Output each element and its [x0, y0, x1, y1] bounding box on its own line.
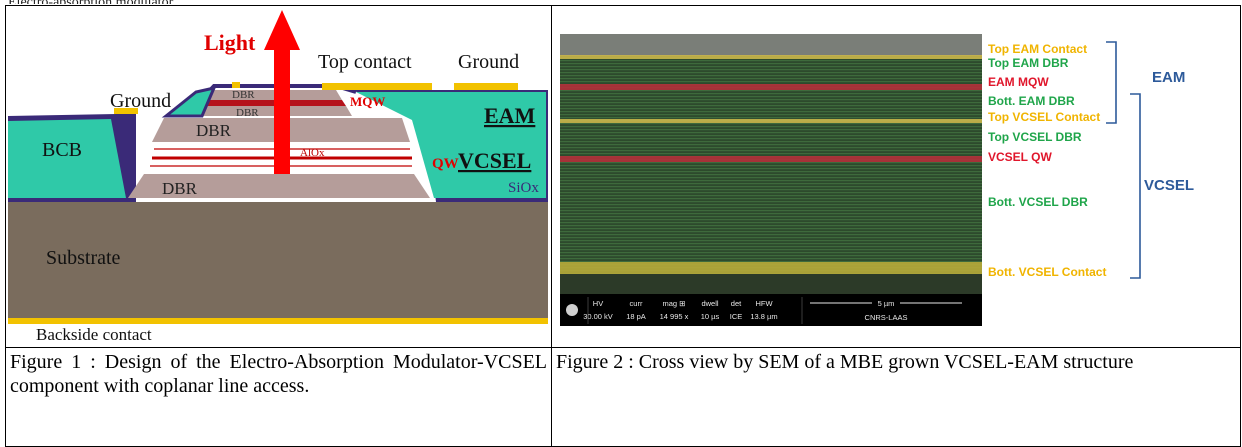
figure1-caption: Figure 1 : Design of the Electro-Absorpt… — [5, 347, 552, 447]
figure-table: Light Top contact Ground Ground DBR DBR … — [5, 5, 1241, 447]
sem-dwell-label: dwell — [701, 299, 718, 308]
substrate-label: Substrate — [46, 247, 121, 269]
cut-off-heading: Electro-absorption modulator — [8, 0, 338, 4]
sem-det-value: ICE — [730, 312, 743, 321]
bcb-right — [356, 92, 546, 198]
dbr-bottom-label: DBR — [162, 179, 198, 198]
fei-logo-icon — [566, 304, 578, 316]
eam-bcb-shoulder — [161, 85, 217, 118]
alox-label: AlOx — [300, 147, 325, 159]
vcsel-label: VCSEL — [458, 148, 531, 173]
dbr-small-top-label: DBR — [232, 89, 255, 101]
bottom-dbr — [128, 174, 430, 198]
sem-hfw-value: 13.8 µm — [750, 312, 777, 321]
sem-det-label: det — [731, 299, 742, 308]
backside-contact-label: Backside contact — [36, 325, 152, 342]
qw-label: QW — [432, 156, 459, 172]
sem-hfw-label: HFW — [755, 299, 773, 308]
sem-mag-value: 14 995 x — [660, 312, 689, 321]
sem-substrate-region — [560, 274, 982, 294]
sem-mag-label: mag ⊞ — [663, 299, 686, 308]
light-label: Light — [204, 30, 256, 55]
sem-info-bar — [560, 294, 982, 326]
dbr-mid-label: DBR — [196, 121, 232, 140]
label-bott-eam-dbr: Bott. EAM DBR — [988, 94, 1075, 108]
ground-left-label: Ground — [110, 90, 171, 112]
top-contact-label: Top contact — [318, 51, 412, 73]
bcb-label: BCB — [42, 139, 82, 161]
figure1-cell: Light Top contact Ground Ground DBR DBR … — [5, 5, 552, 348]
label-eam-mqw: EAM MQW — [988, 75, 1049, 89]
sem-curr-value: 18 pA — [626, 312, 646, 321]
dbr-small-bottom-label: DBR — [236, 107, 259, 119]
figure2-caption: Figure 2 : Cross view by SEM of a MBE gr… — [551, 347, 1241, 447]
ground-contact-right — [454, 83, 518, 90]
small-top-contact — [232, 82, 240, 88]
sem-eam-mqw-band — [560, 84, 982, 90]
bcb-left — [8, 119, 126, 198]
sem-lab-label: CNRS-LAAS — [865, 313, 908, 322]
sem-hv-label: HV — [593, 299, 603, 308]
sem-vcsel-qw-band — [560, 156, 982, 162]
group-label-eam: EAM — [1152, 69, 1185, 86]
label-vcsel-qw: VCSEL QW — [988, 150, 1052, 164]
eam-vcsel-design-diagram: Light Top contact Ground Ground DBR DBR … — [6, 6, 551, 344]
label-bott-vcsel-dbr: Bott. VCSEL DBR — [988, 195, 1088, 209]
sem-image-stack — [560, 56, 982, 294]
ground-contact-left — [114, 108, 138, 114]
figure2-cell: HV 30.00 kV curr 18 pA mag ⊞ 14 995 x dw… — [551, 5, 1241, 348]
sem-curr-label: curr — [630, 299, 643, 308]
eam-bracket — [1106, 41, 1117, 124]
sem-hv-value: 30.00 kV — [583, 312, 613, 321]
eam-label: EAM — [484, 103, 536, 128]
sem-dwell-value: 10 µs — [701, 312, 720, 321]
substrate-layer — [8, 202, 548, 318]
sem-image-top — [560, 34, 982, 56]
sio-label: SiOx — [508, 180, 539, 196]
label-top-eam-contact: Top EAM Contact — [988, 42, 1087, 56]
backside-contact-layer — [8, 318, 548, 324]
label-bott-vcsel-contact: Bott. VCSEL Contact — [988, 265, 1106, 279]
sem-top-vcsel-contact-band — [560, 119, 982, 123]
sem-bott-vcsel-contact-band — [560, 262, 982, 274]
sem-cross-section: HV 30.00 kV curr 18 pA mag ⊞ 14 995 x dw… — [560, 34, 1194, 326]
light-arrow — [264, 10, 300, 174]
top-contact-pad — [322, 83, 432, 90]
ground-right-label: Ground — [458, 51, 519, 73]
label-top-vcsel-contact: Top VCSEL Contact — [988, 110, 1100, 124]
group-label-vcsel: VCSEL — [1144, 177, 1194, 194]
sem-top-eam-contact-band — [560, 55, 982, 59]
sem-scale-label: 5 µm — [878, 299, 895, 308]
mqw-label: MQW — [350, 94, 385, 109]
label-top-vcsel-dbr: Top VCSEL DBR — [988, 130, 1082, 144]
label-top-eam-dbr: Top EAM DBR — [988, 56, 1069, 70]
vcsel-bracket — [1130, 93, 1141, 279]
